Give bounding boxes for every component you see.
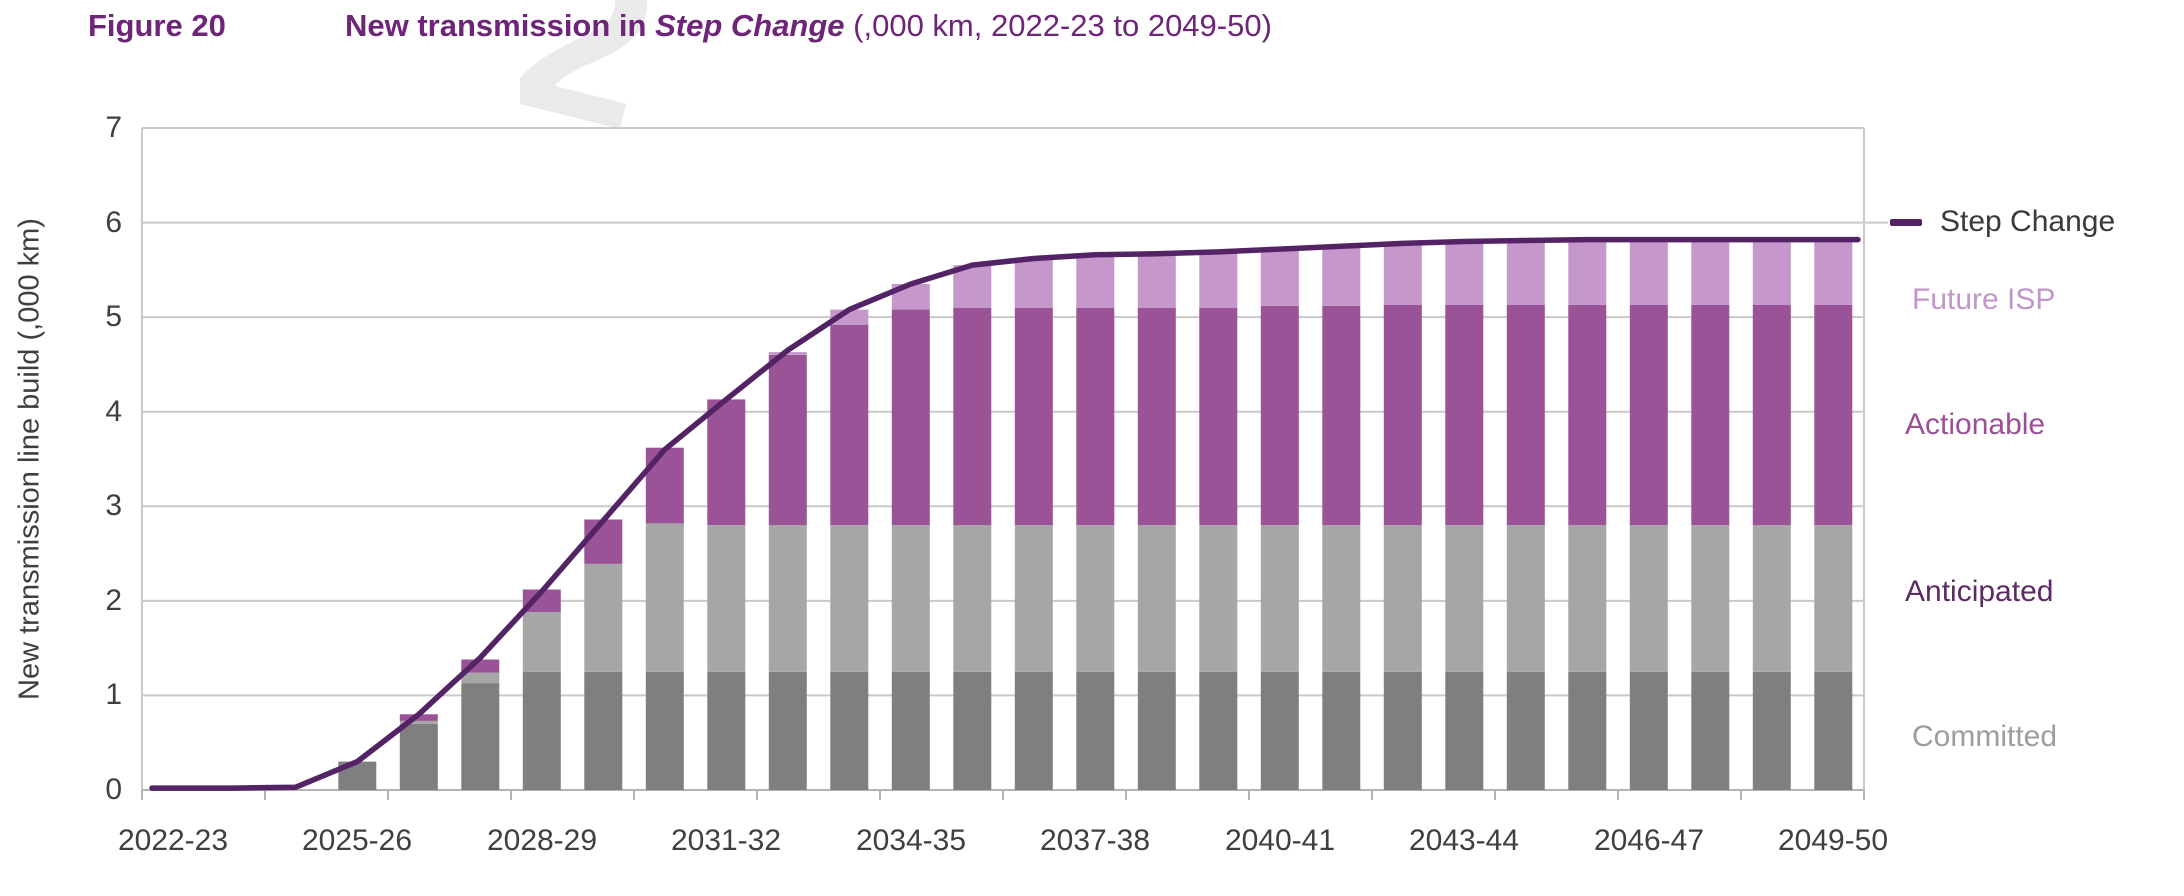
y-tick-label: 7 xyxy=(105,111,122,144)
legend-item-anticipated: Anticipated xyxy=(1905,575,2053,609)
step-change-legend-dash xyxy=(1890,218,1922,226)
x-tick-label: 2034-35 xyxy=(855,824,967,857)
x-tick-label: 2046-47 xyxy=(1593,824,1705,857)
figure-label: Figure 20 xyxy=(88,8,226,43)
legend-item-future-isp: Future ISP xyxy=(1912,283,2055,317)
x-tick-label: 2049-50 xyxy=(1777,824,1889,857)
y-tick-label: 5 xyxy=(105,300,122,333)
chart-title-scenario: Step Change xyxy=(655,8,845,43)
legend-label-actionable: Actionable xyxy=(1905,408,2046,441)
legend-item-committed: Committed xyxy=(1912,720,2057,754)
y-tick-label: 6 xyxy=(105,206,122,239)
chart-title-prefix: New transmission in xyxy=(345,8,656,43)
x-tick-label: 2025-26 xyxy=(301,824,413,857)
legend-item-actionable: Actionable xyxy=(1905,408,2045,442)
x-tick-label: 2022-23 xyxy=(117,824,229,857)
chart-title-units: (,000 km, 2022-23 to 2049-50) xyxy=(844,8,1272,43)
y-axis-title: New transmission line build (,000 km) xyxy=(13,218,46,700)
y-tick-label: 0 xyxy=(105,773,122,806)
y-tick-label: 3 xyxy=(105,489,122,522)
chart-title: New transmission in Step Change (,000 km… xyxy=(345,8,1272,44)
legend-label-committed: Committed xyxy=(1912,720,2058,753)
x-tick-label: 2043-44 xyxy=(1408,824,1520,857)
legend-label-step-change: Step Change xyxy=(1940,205,2116,238)
y-tick-label: 4 xyxy=(105,395,122,428)
legend-label-future-isp: Future ISP xyxy=(1912,283,2056,316)
legend-item-step-change: Step Change xyxy=(1890,205,2115,239)
x-tick-label: 2037-38 xyxy=(1039,824,1151,857)
legend-label-anticipated: Anticipated xyxy=(1905,575,2054,608)
x-tick-label: 2040-41 xyxy=(1224,824,1336,857)
y-tick-label: 1 xyxy=(105,678,122,711)
y-tick-label: 2 xyxy=(105,584,122,617)
x-tick-label: 2028-29 xyxy=(486,824,598,857)
x-tick-label: 2031-32 xyxy=(670,824,782,857)
